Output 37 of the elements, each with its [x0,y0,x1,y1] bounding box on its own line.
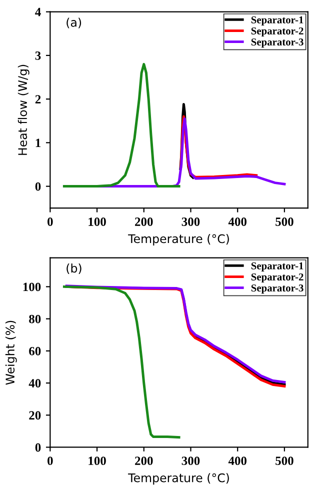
y-tick-label: 20 [29,411,41,420]
x-tick-label: 100 [88,218,106,226]
x-tick-label: 200 [135,456,153,466]
y-tick-label: 4 [35,8,41,16]
annotation: (b) [66,263,82,274]
legend-label: Separator-3 [251,284,304,294]
y-tick-label: 0 [35,443,41,452]
x-tick-label: 0 [48,456,53,466]
legend-label: Separator-2 [251,273,304,283]
x-tick-label: 500 [276,456,294,466]
x-tick-label: 0 [48,218,53,226]
y-tick-label: 3 [35,51,41,60]
y-tick-label: 1 [36,138,40,148]
x-tick-label: 500 [276,218,294,226]
y-tick-label: 60 [29,346,41,356]
x-tick-label: 300 [182,218,200,226]
legend-label: Separator-2 [251,27,304,37]
x-axis-title: Temperature (°C) [128,234,229,246]
x-tick-label: 300 [182,456,200,466]
y-tick-label: 0 [35,182,41,191]
legend-label: Separator-1 [251,262,304,272]
x-tick-label: 400 [228,456,246,466]
y-tick-label: 2 [35,95,41,104]
y-axis-title: Heat flow (W/g) [18,64,30,155]
legend-label: Separator-1 [251,16,304,26]
x-axis-title: Temperature (°C) [128,473,229,485]
y-tick-label: 40 [28,379,41,388]
x-tick-label: 200 [135,218,153,226]
line-series [62,62,180,188]
x-tick-label: 100 [88,456,106,466]
legend-label: Separator-3 [251,38,304,48]
annotation: (a) [66,18,82,28]
x-tick-label: 400 [228,218,246,226]
y-tick-label: 80 [29,314,41,324]
y-axis-title: Weight (%) [5,320,17,385]
y-tick-label: 100 [23,282,41,292]
line-series [62,285,180,439]
